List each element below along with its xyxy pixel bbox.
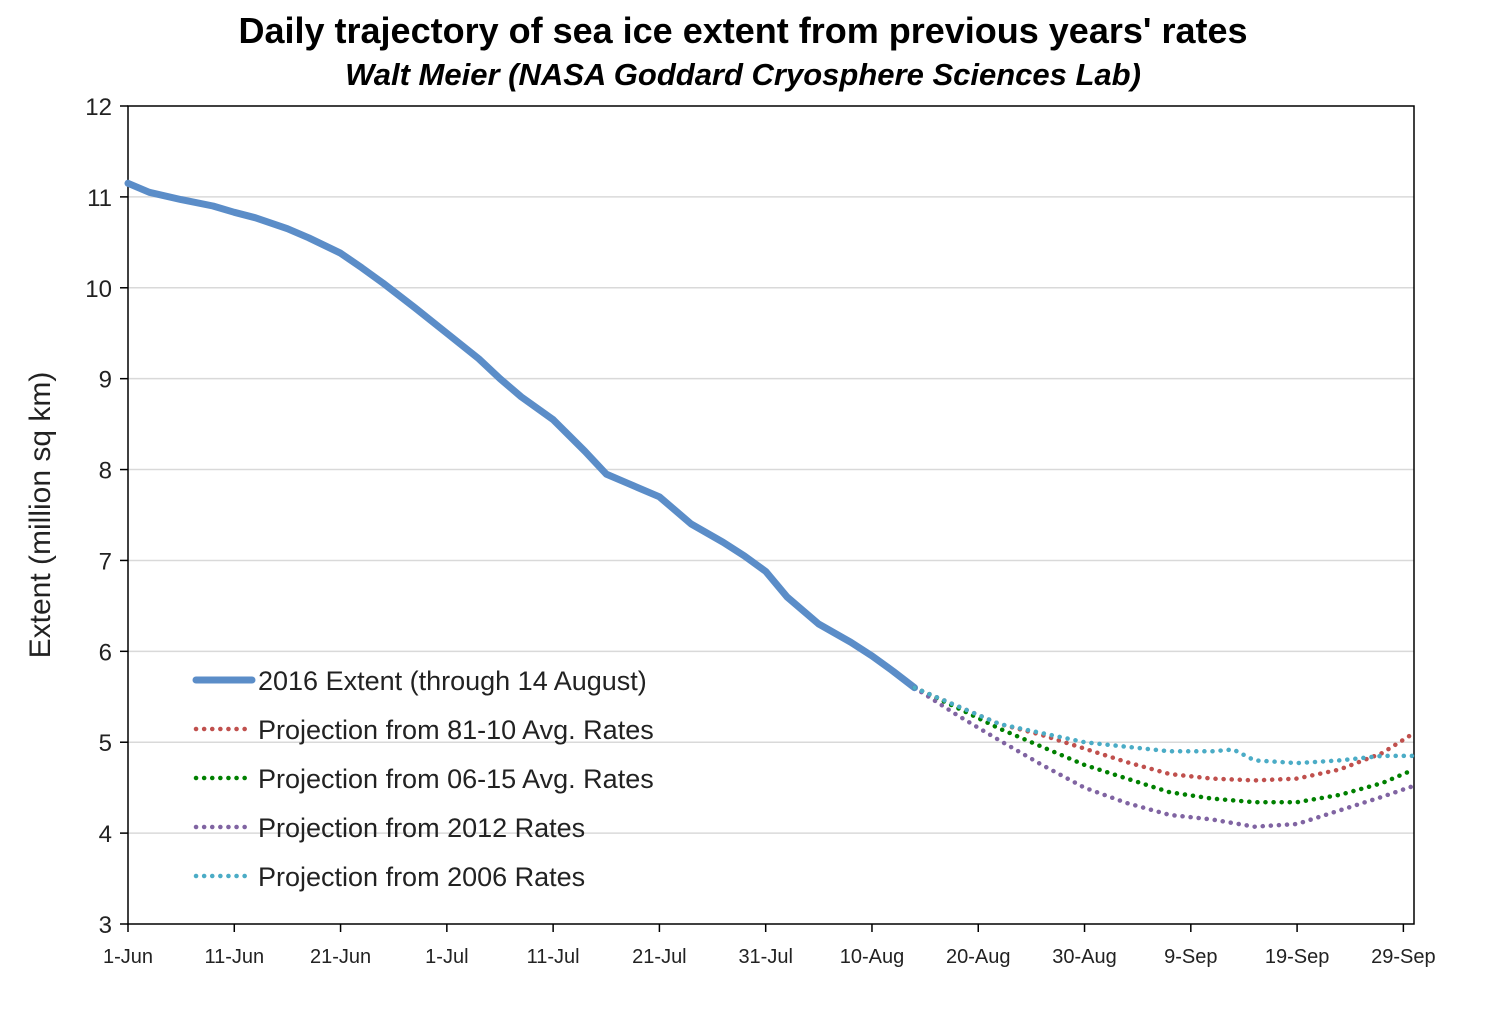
legend: 2016 Extent (through 14 August) Projectio… [192, 666, 654, 892]
y-tick-label: 3 [99, 912, 112, 939]
legend-label: 2016 Extent (through 14 August) [258, 666, 647, 696]
series-lines [124, 179, 1417, 829]
legend-label: Projection from 2012 Rates [258, 813, 585, 843]
legend-label: Projection from 06-15 Avg. Rates [258, 764, 654, 794]
x-tick-label: 20-Aug [946, 946, 1011, 968]
y-tick-label: 9 [99, 367, 112, 394]
y-tick-label: 11 [87, 185, 112, 212]
y-tick-label: 10 [85, 276, 112, 303]
chart-subtitle: Walt Meier (NASA Goddard Cryosphere Scie… [345, 57, 1141, 92]
x-tick-label: 11-Jun [204, 946, 264, 968]
x-tick-label: 11-Jul [527, 946, 580, 968]
y-tick-label: 5 [99, 730, 112, 757]
axes: 3 4 5 6 7 8 9 10 11 12 1-Jun 11-Jun 21-Jun 1-Jul 11-Ju… [85, 94, 1435, 968]
x-tick-label: 29-Sep [1371, 946, 1436, 968]
series-line-4 [912, 685, 1417, 766]
series-line-0 [124, 179, 918, 692]
y-tick-label: 8 [99, 458, 112, 485]
legend-label: Projection from 81-10 Avg. Rates [258, 715, 654, 745]
series-line-2 [912, 685, 1417, 805]
grid-lines [128, 196, 1414, 834]
series-line-3 [912, 685, 1417, 829]
x-tick-label: 30-Aug [1052, 946, 1117, 968]
x-tick-label: 1-Jun [103, 946, 153, 968]
x-tick-label: 21-Jul [632, 946, 686, 968]
chart-title: Daily trajectory of sea ice extent from … [238, 10, 1247, 51]
y-tick-label: 4 [99, 821, 112, 848]
x-tick-label: 1-Jul [425, 946, 468, 968]
y-tick-label: 6 [99, 639, 112, 666]
x-tick-label: 9-Sep [1164, 946, 1217, 968]
x-tick-label: 19-Sep [1265, 946, 1330, 968]
x-tick-label: 21-Jun [310, 946, 371, 968]
plot-area-frame [127, 105, 1415, 925]
y-tick-label: 7 [99, 548, 112, 575]
legend-label: Projection from 2006 Rates [258, 862, 585, 892]
y-axis-label: Extent (million sq km) [24, 372, 57, 659]
y-tick-label: 12 [85, 94, 112, 121]
x-tick-label: 31-Jul [738, 946, 792, 968]
x-tick-label: 10-Aug [840, 946, 905, 968]
